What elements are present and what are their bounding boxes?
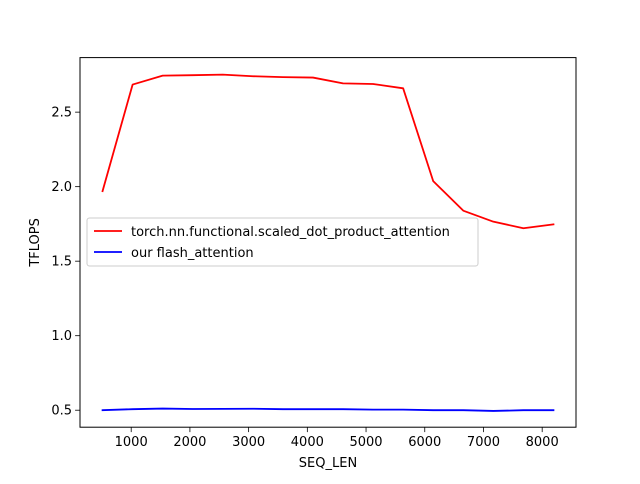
y-tick-label: 0.5 [51, 404, 72, 419]
y-axis-label: TFLOPS [28, 218, 43, 268]
x-tick-label: 3000 [232, 435, 265, 450]
plot-frame [79, 57, 577, 428]
y-tick-label: 1.0 [51, 329, 72, 344]
y-tick-label: 2.0 [51, 180, 72, 195]
x-axis-ticks: 1000 2000 3000 4000 5000 6000 7000 8000 [115, 427, 559, 450]
x-tick-label: 1000 [115, 435, 148, 450]
x-tick-label: 6000 [408, 435, 441, 450]
y-axis-ticks: 0.5 1.0 1.5 2.0 2.5 [51, 106, 80, 419]
series-layer [101, 73, 555, 412]
x-tick-label: 2000 [173, 435, 206, 450]
x-tick-label: 7000 [467, 435, 500, 450]
legend: torch.nn.functional.scaled_dot_product_a… [86, 217, 479, 267]
series-line-2 [101, 407, 555, 412]
y-tick-label: 1.5 [51, 255, 72, 270]
x-axis-label: SEQ_LEN [299, 456, 357, 471]
legend-label-series-2: our flash_attention [131, 246, 254, 261]
x-tick-label: 5000 [349, 435, 382, 450]
series-line-1 [101, 73, 555, 230]
legend-label-series-1: torch.nn.functional.scaled_dot_product_a… [131, 225, 450, 240]
x-tick-label: 8000 [526, 435, 559, 450]
y-tick-label: 2.5 [51, 106, 72, 121]
legend-box [86, 217, 479, 267]
x-tick-label: 4000 [291, 435, 324, 450]
